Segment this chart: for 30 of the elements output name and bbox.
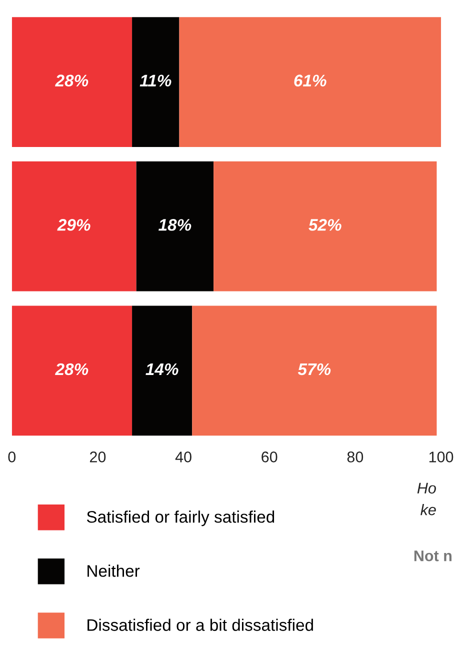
data-label: 18% [158,219,192,231]
bar [179,17,442,147]
x-tick-label: 20 [90,452,106,462]
bar [132,17,180,147]
legend-label: Satisfied or fairly satisfied [86,510,274,526]
x-tick-label: 60 [262,452,278,462]
data-label: 29% [57,219,90,231]
bar [12,17,132,147]
bar [12,306,132,436]
x-tick-label: 40 [175,452,192,462]
text: ke [420,504,436,516]
bar [192,306,437,436]
bar [136,161,214,292]
data-label: 57% [298,363,331,376]
text: Ho [417,482,436,494]
data-label: 52% [308,219,342,231]
x-tick-label: 0 [8,452,16,462]
bar [12,161,136,292]
data-label: 61% [294,74,326,86]
bar [132,306,192,436]
x-tick-label: 100 [429,452,454,462]
x-tick-label: 80 [347,452,364,462]
legend-label: Dissatisfied or a bit dissatisfied [88,618,313,631]
bar [214,161,437,292]
data-label: 14% [146,363,178,376]
legend-label: Neither [88,564,140,577]
data-label: 28% [55,363,88,376]
data-label: 28% [55,74,88,86]
text: Not n [414,550,452,562]
data-label: 11% [140,74,172,86]
